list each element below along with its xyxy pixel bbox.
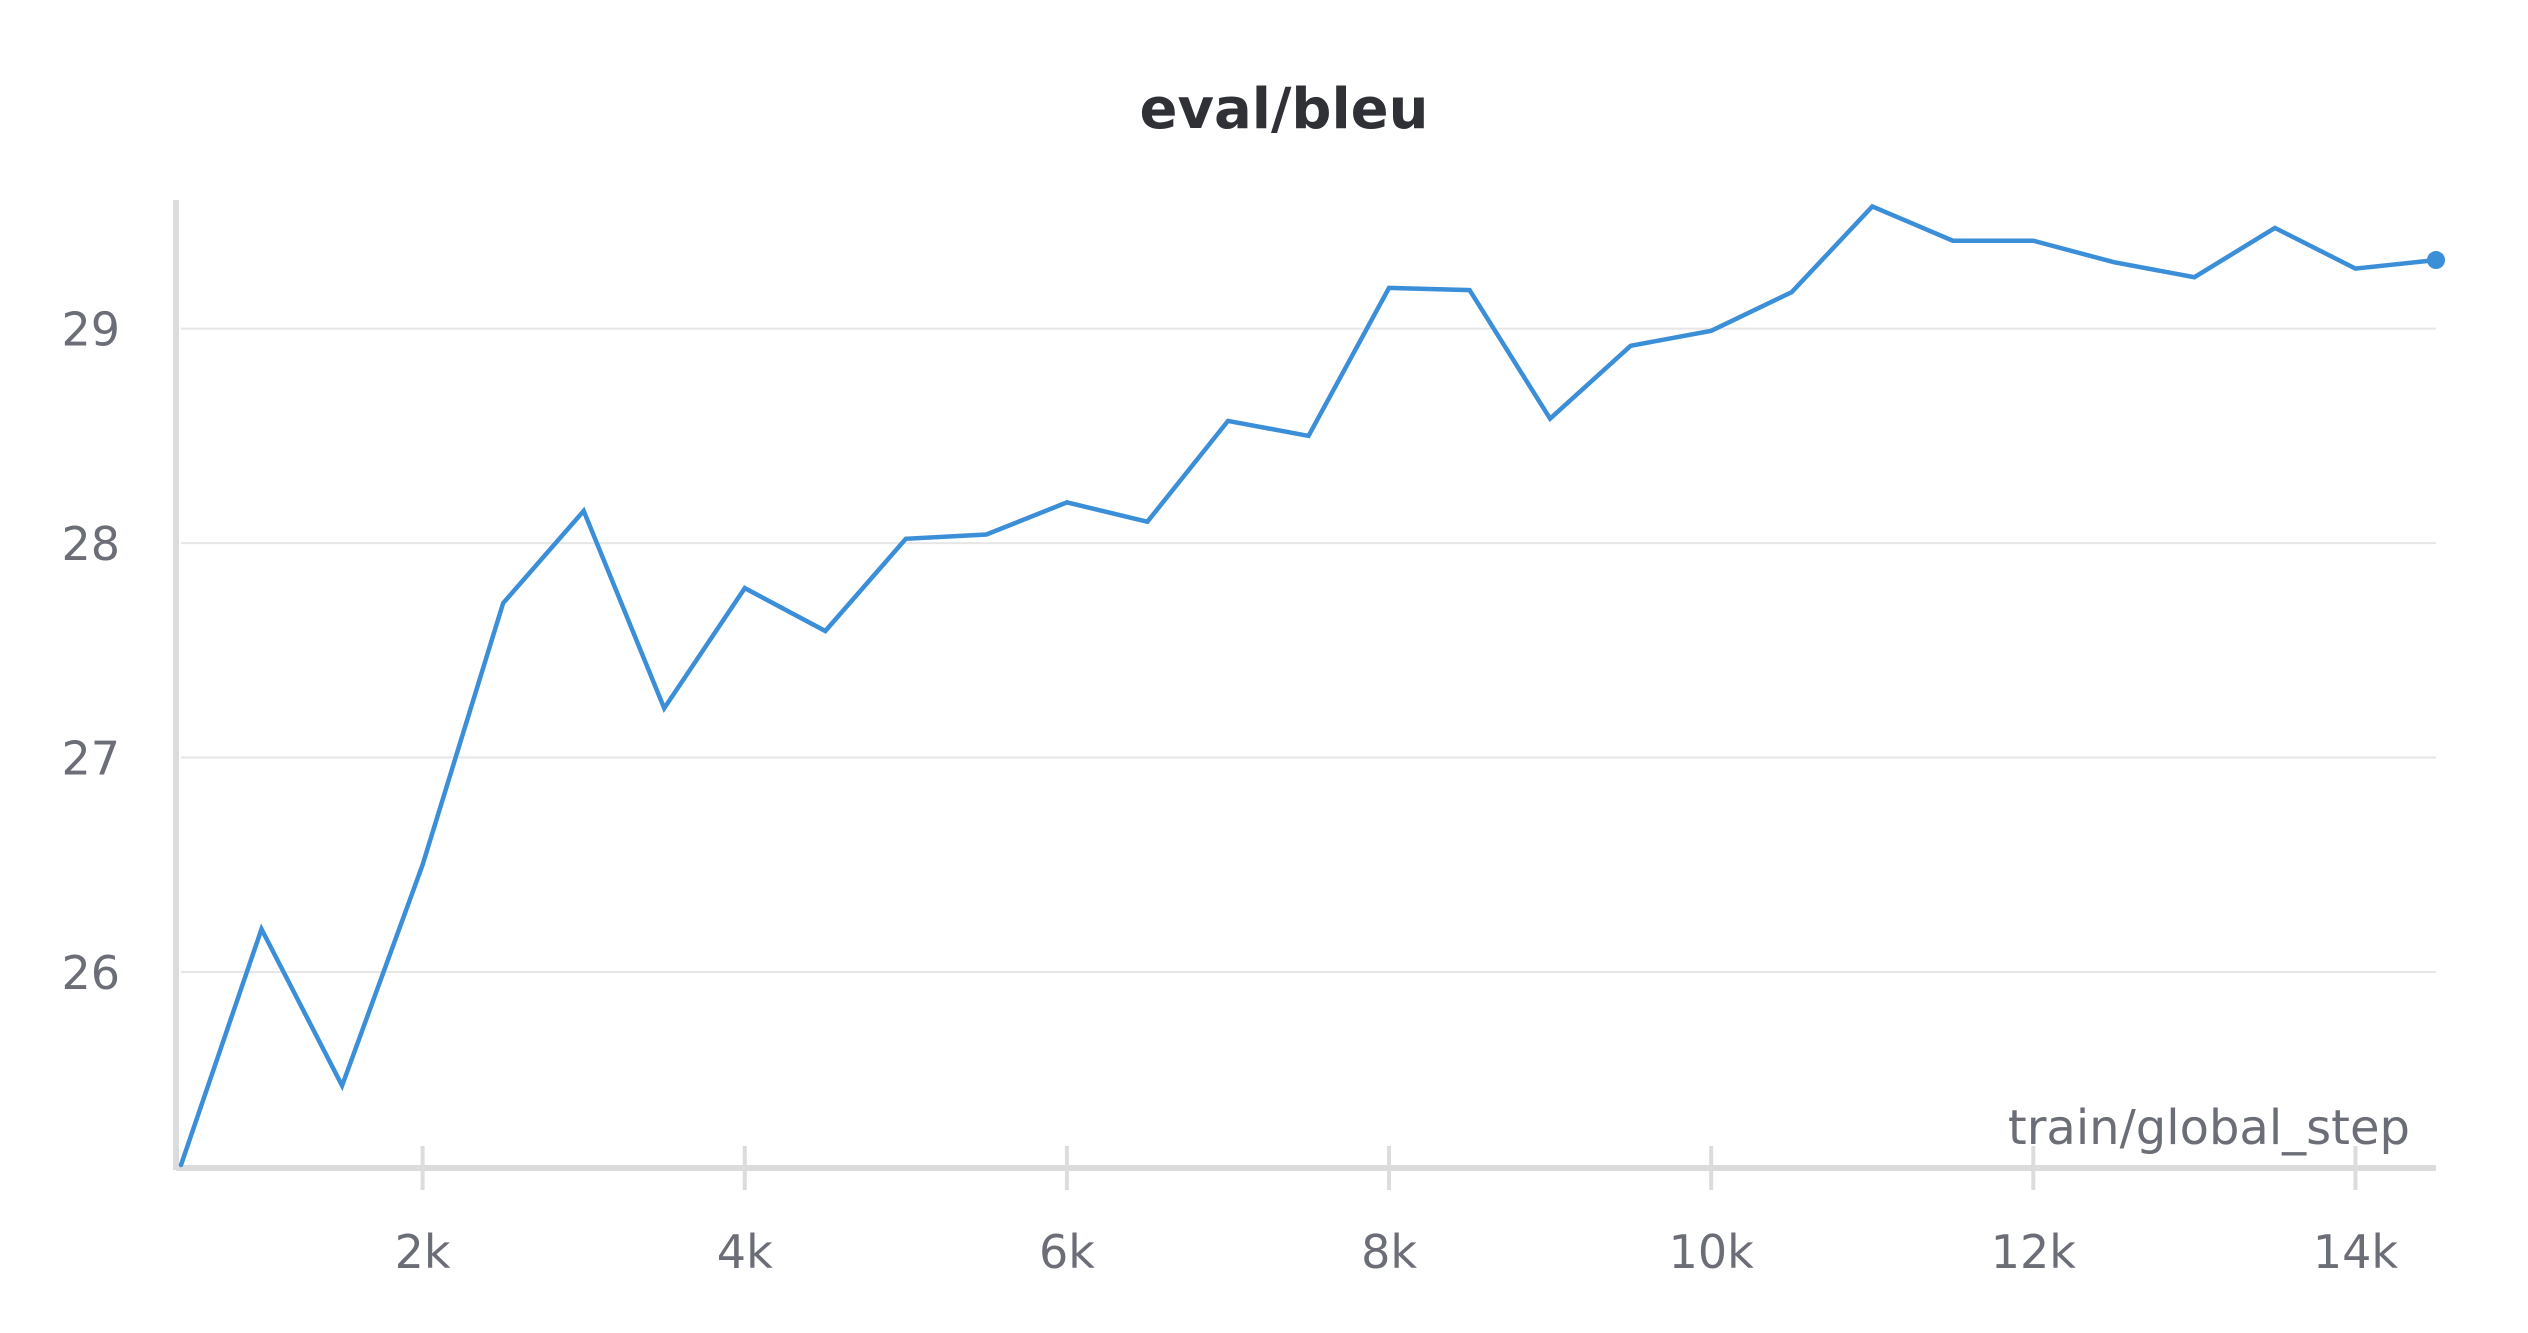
x-axis-label: train/global_step [2008, 1100, 2410, 1156]
axes [173, 200, 2436, 1190]
y-tick-label: 27 [61, 732, 120, 786]
y-tick-label: 26 [61, 946, 120, 1000]
chart-title: eval/bleu [1139, 77, 1428, 142]
series-layer [178, 203, 2445, 1168]
y-tick-label: 28 [61, 517, 120, 571]
x-tick-label: 10k [1669, 1225, 1755, 1279]
series-line [178, 203, 2439, 1168]
x-tick-label: 14k [2313, 1225, 2399, 1279]
x-tick-label: 2k [395, 1225, 451, 1279]
x-tick-label: 8k [1361, 1225, 1417, 1279]
y-tick-label: 29 [61, 303, 120, 357]
x-tick-label: 4k [717, 1225, 773, 1279]
series-end-point [2427, 251, 2445, 270]
tick-labels: 26 27 28 29 2k 4k 6k 8k 10k 12k 14k [61, 303, 2398, 1279]
x-tick-label: 6k [1039, 1225, 1095, 1279]
grid-lines [181, 327, 2436, 973]
x-tick-label: 12k [1991, 1225, 2077, 1279]
